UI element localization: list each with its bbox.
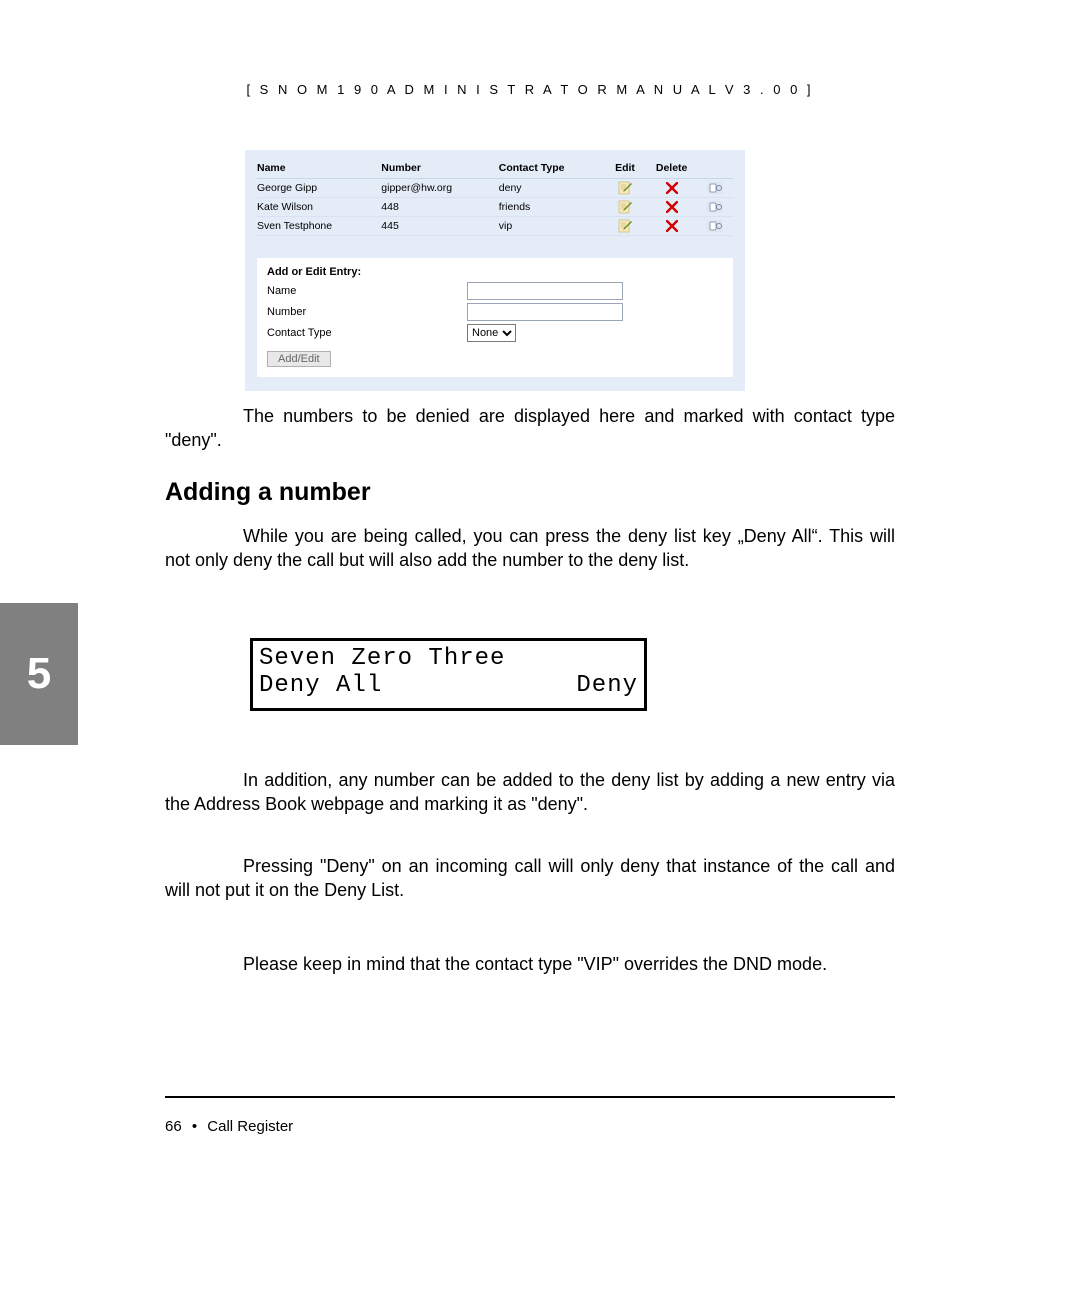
info-icon[interactable] bbox=[707, 220, 723, 232]
col-type: Contact Type bbox=[499, 160, 609, 179]
add-edit-button[interactable]: Add/Edit bbox=[267, 351, 331, 367]
col-info bbox=[702, 160, 733, 179]
contacts-panel: Name Number Contact Type Edit Delete Geo… bbox=[245, 150, 745, 391]
col-number: Number bbox=[381, 160, 498, 179]
name-label: Name bbox=[267, 285, 467, 297]
lcd-line2-left: Deny All bbox=[259, 672, 382, 699]
col-name: Name bbox=[257, 160, 381, 179]
cell-name: George Gipp bbox=[257, 179, 381, 198]
heading-adding-number: Adding a number bbox=[165, 476, 895, 510]
chapter-number: 5 bbox=[27, 649, 51, 699]
info-icon[interactable] bbox=[707, 201, 723, 213]
chapter-tab: 5 bbox=[0, 603, 78, 745]
page-header: [ S N O M 1 9 0 A D M I N I S T R A T O … bbox=[160, 82, 900, 97]
cell-number: 448 bbox=[381, 198, 498, 217]
cell-type: vip bbox=[499, 217, 609, 236]
number-label: Number bbox=[267, 306, 467, 318]
paragraph-1: The numbers to be denied are displayed h… bbox=[165, 404, 895, 453]
cell-name: Sven Testphone bbox=[257, 217, 381, 236]
footer: 66 • Call Register bbox=[165, 1118, 293, 1135]
cell-number: gipper@hw.org bbox=[381, 179, 498, 198]
number-input[interactable] bbox=[467, 303, 623, 321]
paragraph-2: While you are being called, you can pres… bbox=[165, 524, 895, 573]
paragraph-3: In addition, any number can be added to … bbox=[165, 768, 895, 817]
lcd-display: Seven Zero Three Deny All Deny bbox=[250, 638, 647, 711]
paragraph-4: Pressing "Deny" on an incoming call will… bbox=[165, 854, 895, 903]
type-select[interactable]: None bbox=[467, 324, 516, 342]
edit-icon[interactable] bbox=[618, 200, 632, 214]
table-row: Kate Wilson448friends bbox=[257, 198, 733, 217]
lcd-line1: Seven Zero Three bbox=[259, 645, 638, 672]
table-row: George Gippgipper@hw.orgdeny bbox=[257, 179, 733, 198]
delete-icon[interactable] bbox=[666, 201, 678, 213]
add-edit-form: Add or Edit Entry: Name Number Contact T… bbox=[257, 258, 733, 377]
form-title: Add or Edit Entry: bbox=[267, 266, 723, 278]
cell-name: Kate Wilson bbox=[257, 198, 381, 217]
footer-page: 66 bbox=[165, 1118, 182, 1135]
table-row: Sven Testphone445vip bbox=[257, 217, 733, 236]
footer-rule bbox=[165, 1096, 895, 1098]
edit-icon[interactable] bbox=[618, 181, 632, 195]
edit-icon[interactable] bbox=[618, 219, 632, 233]
col-delete: Delete bbox=[646, 160, 702, 179]
delete-icon[interactable] bbox=[666, 220, 678, 232]
footer-section: Call Register bbox=[207, 1118, 293, 1135]
col-edit: Edit bbox=[608, 160, 645, 179]
cell-number: 445 bbox=[381, 217, 498, 236]
cell-type: deny bbox=[499, 179, 609, 198]
cell-type: friends bbox=[499, 198, 609, 217]
lcd-line2-right: Deny bbox=[576, 672, 638, 699]
footer-bullet: • bbox=[192, 1118, 197, 1135]
delete-icon[interactable] bbox=[666, 182, 678, 194]
name-input[interactable] bbox=[467, 282, 623, 300]
contacts-table: Name Number Contact Type Edit Delete Geo… bbox=[257, 160, 733, 236]
paragraph-5: Please keep in mind that the contact typ… bbox=[165, 952, 895, 976]
info-icon[interactable] bbox=[707, 182, 723, 194]
type-label: Contact Type bbox=[267, 327, 467, 339]
header-text: [ S N O M 1 9 0 A D M I N I S T R A T O … bbox=[246, 82, 813, 97]
